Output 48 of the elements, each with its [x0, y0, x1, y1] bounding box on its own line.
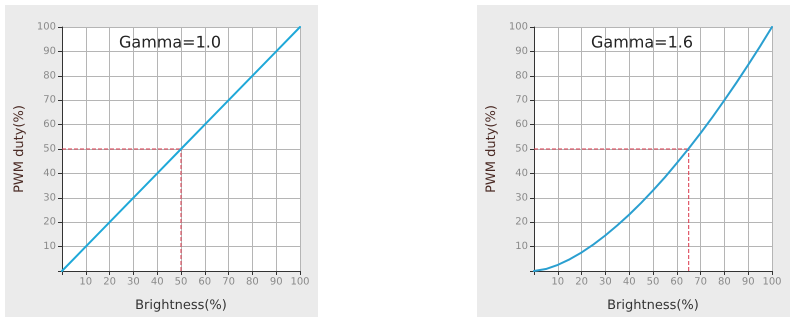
y-tick-label: 100: [508, 22, 528, 32]
x-tick-label: 80: [246, 276, 259, 288]
y-tick-label: 50: [43, 144, 56, 154]
x-tick-label: 100: [290, 276, 310, 288]
x-tick-label: 20: [103, 276, 116, 288]
x-tick-label: 70: [222, 276, 235, 288]
y-tick-label: 70: [515, 94, 528, 106]
x-tick-label: 40: [622, 276, 636, 288]
line-series: [60, 26, 301, 272]
y-tick-label: 80: [515, 70, 528, 82]
x-tick-label: 80: [718, 276, 731, 288]
y-axis-title: PWM duty(%): [12, 105, 27, 193]
x-tick-label: 60: [670, 276, 684, 288]
y-tick-label: 50: [515, 144, 528, 154]
x-tick-label: 100: [762, 276, 782, 288]
y-tick-label: 40: [515, 168, 528, 179]
x-tick-label: 60: [198, 276, 212, 288]
x-tick-label: 50: [646, 276, 660, 288]
x-tick-label: 90: [270, 276, 283, 288]
y-tick-label: 80: [43, 70, 56, 82]
y-tick-label: 30: [43, 192, 56, 204]
x-tick-label: 70: [694, 276, 707, 288]
x-tick-label: 10: [551, 276, 564, 288]
x-axis-title: Brightness(%): [607, 298, 699, 313]
y-axis-title: PWM duty(%): [484, 105, 499, 193]
y-tick-label: 10: [515, 241, 528, 252]
y-tick-label: 90: [43, 46, 56, 57]
x-tick-label: 10: [79, 276, 92, 288]
x-axis-title: Brightness(%): [135, 298, 227, 313]
y-tick-label: 40: [43, 168, 56, 179]
y-tick-label: 20: [515, 216, 528, 228]
y-tick-label: 70: [43, 94, 56, 106]
x-tick-label: 30: [127, 276, 140, 288]
x-tick-label: 50: [174, 276, 188, 288]
y-tick-label: 90: [515, 46, 528, 57]
y-tick-label: 60: [43, 119, 56, 130]
y-tick-label: 100: [36, 22, 56, 32]
chart-title: Gamma=1.0: [118, 32, 222, 52]
x-tick-label: 40: [150, 276, 164, 288]
y-tick-label: 30: [515, 192, 528, 204]
y-tick-label: 10: [43, 241, 56, 252]
x-tick-label: 30: [599, 276, 612, 288]
chart-title: Gamma=1.6: [590, 32, 694, 52]
line-series: [532, 26, 773, 272]
x-tick-label: 90: [742, 276, 755, 288]
y-tick-label: 20: [43, 216, 56, 228]
y-tick-label: 60: [515, 119, 528, 130]
x-tick-label: 20: [575, 276, 588, 288]
